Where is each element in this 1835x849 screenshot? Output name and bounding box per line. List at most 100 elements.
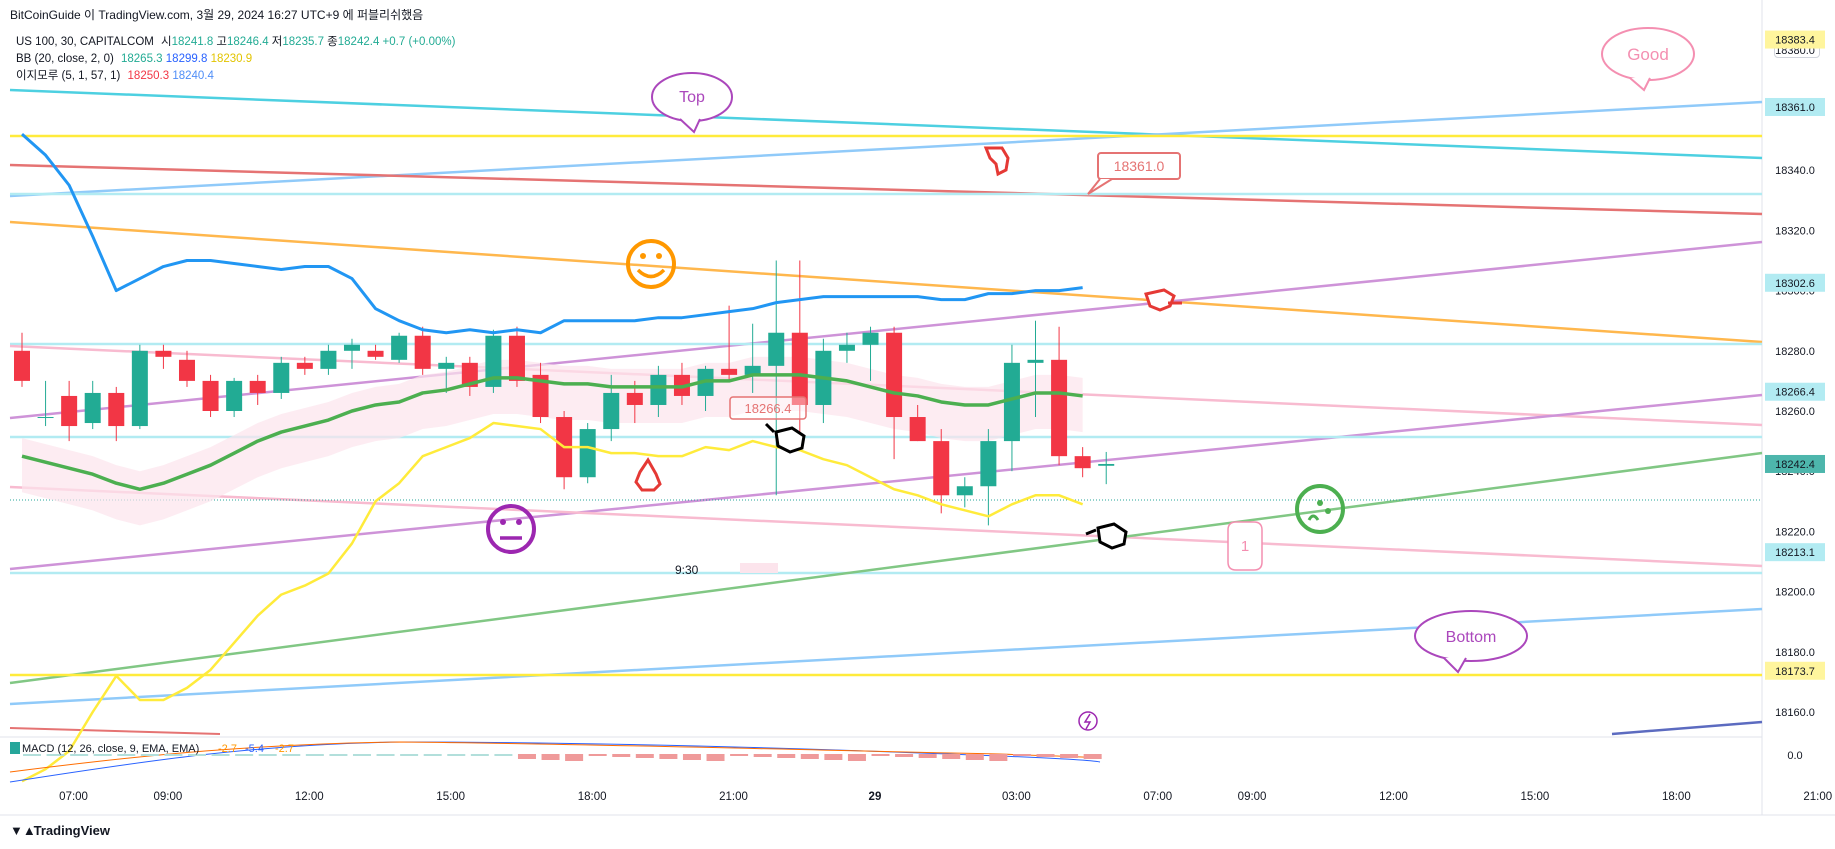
y-tick-label: 18160.0 [1775,707,1815,719]
candle[interactable] [532,362,549,424]
macd-bar [895,754,914,757]
candle[interactable] [178,350,195,387]
candle[interactable] [556,411,573,490]
candle[interactable] [37,380,54,427]
pointing-hand-black-icon[interactable] [764,422,806,454]
candle[interactable] [108,386,125,442]
trend-line-red[interactable] [9,163,1763,216]
candle[interactable] [909,404,926,442]
candle[interactable] [367,344,384,360]
candle[interactable] [273,356,290,399]
candle[interactable] [296,356,313,375]
speech-bubble-bottom[interactable]: Bottom [1414,610,1528,674]
bb-lower-value: 18230.9 [210,53,253,65]
bb-label[interactable]: BB (20, close, 2, 0) [16,53,114,65]
candle[interactable] [721,305,738,381]
session-highlight [740,563,778,573]
trend-line-pink-lower[interactable] [9,485,1763,568]
candle[interactable] [343,338,360,369]
macd-bar [1012,754,1031,756]
candle[interactable] [980,429,997,526]
macd-bar [730,754,749,756]
open-value: 18241.8 [171,36,214,48]
lightning-icon[interactable] [1078,711,1098,731]
candles[interactable] [14,260,1115,526]
trend-line-orange[interactable] [9,220,1763,344]
neutral-face-purple-icon[interactable] [486,504,536,554]
candle[interactable] [461,356,478,396]
trend-line-green[interactable] [9,451,1763,685]
candle[interactable] [155,344,172,369]
trend-line-cyan[interactable] [9,88,1763,160]
svg-text:18173.7: 18173.7 [1775,666,1815,678]
trend-line-blue-upper[interactable] [9,100,1763,198]
candle[interactable] [1027,320,1044,418]
candle[interactable] [202,374,219,418]
candle[interactable] [956,477,973,508]
candle[interactable] [14,332,30,387]
svg-text:18242.4: 18242.4 [1775,459,1815,471]
candle[interactable] [1098,451,1115,485]
trend-line-red-bottom[interactable] [9,727,221,735]
price-label: 18213.1 [1765,543,1825,562]
pointing-hand-right-red-icon[interactable] [1144,288,1182,312]
candle[interactable] [61,380,78,442]
macd-bar [847,754,866,761]
candle[interactable] [650,365,667,418]
confused-face-green-icon[interactable] [1295,484,1345,534]
svg-text:Good: Good [1627,45,1669,64]
trend-line-purple-lower[interactable] [9,393,1763,571]
candle[interactable] [485,329,502,393]
low-label: 저 [271,36,283,48]
note-bubble-1[interactable]: 1 [1227,521,1263,571]
candle[interactable] [414,326,431,375]
candle[interactable] [933,429,950,514]
ma-label[interactable]: 이지모루 (5, 1, 57, 1) [16,70,121,82]
trend-line-purple-upper[interactable] [9,240,1763,420]
footer-brand-text: TradingView [33,823,110,838]
x-tick-label: 21:00 [1803,791,1832,803]
trend-line-navy[interactable] [1611,720,1763,736]
candle[interactable] [1074,447,1091,478]
publish-header: BitCoinGuide 이 TradingView.com, 3월 29, 2… [10,8,424,22]
candle[interactable] [131,344,148,430]
candle[interactable] [744,323,761,393]
speech-bubble-top[interactable]: Top [651,72,733,134]
callout-ghost[interactable]: 18266.4 [729,396,807,420]
candle[interactable] [791,260,808,436]
macd-value-3: -2.7 [275,743,294,755]
candle[interactable] [1051,326,1068,466]
candle[interactable] [1003,344,1020,472]
pointing-hand-down-icon[interactable] [983,146,1010,177]
candle[interactable] [84,380,101,430]
candle[interactable] [226,377,243,418]
callout-18361[interactable]: 18361.0 [1087,152,1181,195]
candle[interactable] [862,326,879,381]
candle[interactable] [249,374,266,405]
pointing-hand-up-red-icon[interactable] [634,457,662,492]
symbol-label[interactable]: US 100, 30, CAPITALCOM [16,36,154,48]
price-label: 18302.6 [1765,273,1825,292]
footer-brand[interactable]: ▼▲ TradingView [10,823,110,838]
macd-bar [423,754,442,756]
candle[interactable] [768,260,785,496]
candle[interactable] [391,332,408,363]
x-tick-label: 09:00 [153,791,182,803]
bb-middle-value: 18265.3 [121,53,163,65]
svg-text:18302.6: 18302.6 [1775,278,1815,290]
candle[interactable] [838,332,855,363]
speech-bubble-good[interactable]: Good [1601,27,1695,92]
macd-bar [117,754,136,756]
macd-bar [46,754,65,756]
macd-label[interactable]: MACD (12, 26, close, 9, EMA, EMA) [22,743,199,755]
pointing-hand-black-lower-icon[interactable] [1085,522,1128,550]
x-tick-label: 03:00 [1002,791,1031,803]
candle[interactable] [579,423,596,484]
macd-bar [942,754,961,759]
candle[interactable] [438,356,455,393]
smiley-orange-icon[interactable] [626,239,676,289]
y-tick-label: 18340.0 [1775,165,1815,177]
time-axis[interactable]: 07:00 09:00 12:00 15:00 18:00 21:00 29 03:00 07:… [59,791,1832,803]
candle[interactable] [320,344,337,375]
